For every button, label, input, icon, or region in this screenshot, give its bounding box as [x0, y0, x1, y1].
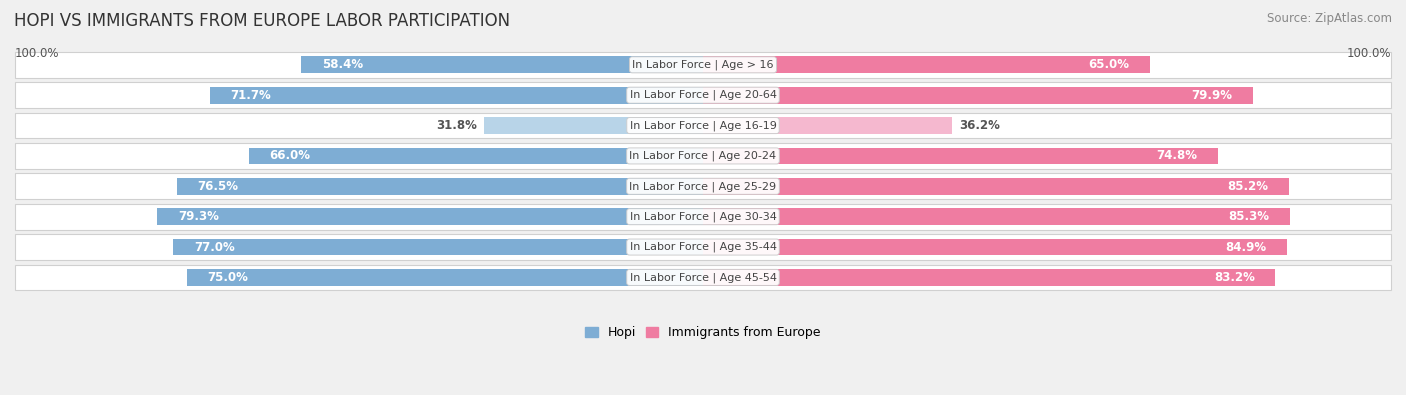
Text: In Labor Force | Age 16-19: In Labor Force | Age 16-19 — [630, 120, 776, 131]
Text: 36.2%: 36.2% — [959, 119, 1000, 132]
Bar — [703, 56, 1150, 73]
Text: 65.0%: 65.0% — [1088, 58, 1129, 71]
Text: HOPI VS IMMIGRANTS FROM EUROPE LABOR PARTICIPATION: HOPI VS IMMIGRANTS FROM EUROPE LABOR PAR… — [14, 12, 510, 30]
Bar — [703, 117, 952, 134]
Text: 84.9%: 84.9% — [1226, 241, 1267, 254]
Bar — [703, 269, 1275, 286]
Bar — [301, 56, 703, 73]
Text: 79.9%: 79.9% — [1191, 89, 1232, 102]
Text: 100.0%: 100.0% — [1347, 47, 1391, 60]
Text: 66.0%: 66.0% — [270, 149, 311, 162]
Bar — [15, 234, 1391, 260]
Text: 74.8%: 74.8% — [1156, 149, 1197, 162]
Text: In Labor Force | Age 25-29: In Labor Force | Age 25-29 — [630, 181, 776, 192]
Bar — [173, 239, 703, 256]
Text: 83.2%: 83.2% — [1213, 271, 1254, 284]
Bar — [209, 87, 703, 103]
Bar — [15, 265, 1391, 290]
Text: 77.0%: 77.0% — [194, 241, 235, 254]
Bar — [15, 173, 1391, 199]
Text: 75.0%: 75.0% — [208, 271, 249, 284]
Bar — [177, 178, 703, 195]
Text: 71.7%: 71.7% — [231, 89, 271, 102]
Text: 58.4%: 58.4% — [322, 58, 363, 71]
Bar — [15, 82, 1391, 108]
Bar — [703, 239, 1286, 256]
Text: Source: ZipAtlas.com: Source: ZipAtlas.com — [1267, 12, 1392, 25]
Text: In Labor Force | Age > 16: In Labor Force | Age > 16 — [633, 60, 773, 70]
Legend: Hopi, Immigrants from Europe: Hopi, Immigrants from Europe — [581, 321, 825, 344]
Text: 76.5%: 76.5% — [197, 180, 239, 193]
Text: In Labor Force | Age 20-24: In Labor Force | Age 20-24 — [630, 150, 776, 161]
Bar — [15, 143, 1391, 169]
Bar — [157, 208, 703, 225]
Text: In Labor Force | Age 35-44: In Labor Force | Age 35-44 — [630, 242, 776, 252]
Text: In Labor Force | Age 45-54: In Labor Force | Age 45-54 — [630, 272, 776, 283]
Text: 79.3%: 79.3% — [179, 210, 219, 223]
Text: In Labor Force | Age 30-34: In Labor Force | Age 30-34 — [630, 211, 776, 222]
Bar — [703, 178, 1289, 195]
Bar — [249, 148, 703, 164]
Text: 85.3%: 85.3% — [1229, 210, 1270, 223]
Text: 100.0%: 100.0% — [15, 47, 59, 60]
Text: 85.2%: 85.2% — [1227, 180, 1268, 193]
Bar — [703, 87, 1253, 103]
Bar — [15, 52, 1391, 78]
Bar — [703, 208, 1289, 225]
Bar — [15, 204, 1391, 229]
Bar — [15, 113, 1391, 139]
Text: 31.8%: 31.8% — [436, 119, 477, 132]
Bar — [703, 148, 1218, 164]
Bar — [484, 117, 703, 134]
Bar — [187, 269, 703, 286]
Text: In Labor Force | Age 20-64: In Labor Force | Age 20-64 — [630, 90, 776, 100]
